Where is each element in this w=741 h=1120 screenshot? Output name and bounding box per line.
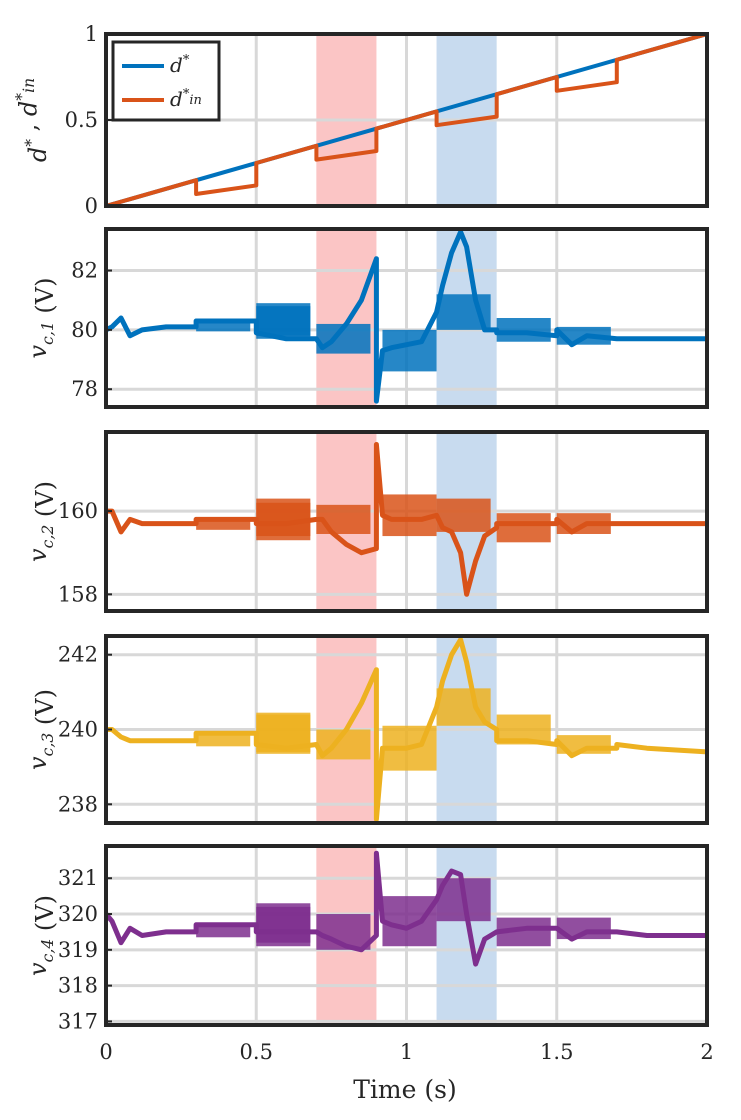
y-tick-label-3: 320: [58, 902, 98, 926]
y-tick-label-1: 240: [58, 718, 98, 742]
axes-box: [104, 430, 709, 613]
oscillation-band-5: [382, 329, 437, 372]
panel-4: 238 240 242 vc,3 (V): [24, 634, 709, 825]
y-tick-label-0: 238: [58, 792, 98, 816]
oscillation-band-1: [196, 926, 251, 938]
y-tick-label-4: 321: [58, 866, 98, 890]
x-tick-label-4: 2: [700, 1040, 713, 1064]
y-tick-label-1: 160: [58, 499, 98, 523]
series-line-1: [106, 229, 707, 404]
panel-1: 0 0.5 1 d* , d*in d* d*in: [13, 22, 709, 218]
y-tick-label-0: 0: [85, 194, 98, 218]
legend-label-2: d*in: [170, 87, 202, 111]
x-tick-label-2: 1: [400, 1040, 413, 1064]
y-tick-label-1: 318: [58, 974, 98, 998]
shaded-region-1: [316, 229, 377, 407]
series-group: [106, 34, 707, 206]
series-group: [106, 850, 707, 967]
oscillation-band-3: [256, 903, 311, 947]
axes-box: [104, 844, 709, 1027]
panels-layer: 0 0.5 1 d* , d*in d* d*in 78 80 82 vc,1 (V) 158 160…: [13, 22, 714, 1064]
x-tick-label-0: 0: [99, 1040, 112, 1064]
y-tick-label-2: 1: [85, 22, 98, 46]
series-line-2: [106, 34, 707, 206]
panel-2: 78 80 82 vc,1 (V): [24, 227, 709, 409]
y-tick-label-1: 80: [71, 318, 98, 342]
x-axis-label: Time (s): [353, 1075, 456, 1104]
oscillation-band-7: [496, 318, 551, 342]
axes-box: [104, 227, 709, 409]
y-axis-label: vc,3 (V): [24, 689, 59, 770]
series-line-1: [106, 850, 707, 967]
series-line-1: [106, 442, 707, 597]
oscillation-band-1: [196, 322, 251, 332]
y-axis-label: vc,4 (V): [24, 895, 59, 976]
legend-box: [111, 40, 221, 122]
oscillation-band-1: [196, 735, 251, 747]
y-tick-label-2: 242: [58, 643, 98, 667]
y-tick-label-0: 158: [58, 582, 98, 606]
legend-label-1: d*: [170, 53, 190, 77]
y-axis-label: vc,1 (V): [24, 278, 59, 359]
x-tick-label-3: 1.5: [540, 1040, 573, 1064]
y-tick-label-0: 78: [71, 377, 98, 401]
x-tick-label-1: 0.5: [240, 1040, 273, 1064]
y-tick-label-2: 319: [58, 938, 98, 962]
y-tick-label-2: 82: [71, 259, 98, 283]
y-tick-label-0: 317: [58, 1009, 98, 1033]
y-axis-label: d* , d*in: [13, 78, 52, 162]
series-group: [106, 637, 707, 822]
legend: d* d*in: [111, 40, 221, 122]
series-group: [106, 229, 707, 404]
series-group: [106, 442, 707, 597]
panel-5: 317 318 319 320 321 vc,4 (V): [24, 844, 709, 1033]
y-axis-label: vc,2 (V): [24, 481, 59, 562]
oscillation-band-5: [382, 896, 437, 947]
oscillation-band-7: [496, 513, 551, 543]
series-line-1: [106, 637, 707, 822]
y-tick-label-1: 0.5: [65, 108, 98, 132]
